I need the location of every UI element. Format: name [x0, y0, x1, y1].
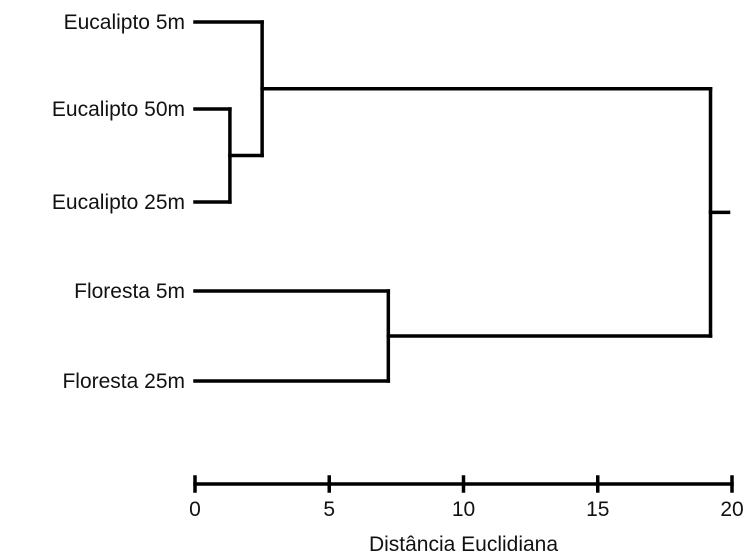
x-axis-title: Distância Euclidiana — [369, 533, 558, 556]
x-tick-label: 15 — [586, 498, 609, 521]
leaf-labels: Eucalipto 5m Eucalipto 50m Eucalipto 25m Fl… — [52, 11, 185, 393]
leaf-label: Floresta 5m — [74, 280, 185, 303]
leaf-label: Floresta 25m — [62, 370, 185, 393]
x-tick-label: 10 — [452, 498, 475, 521]
leaf-label: Eucalipto 50m — [52, 98, 185, 121]
x-axis-ticks: 0 5 10 15 20 — [189, 475, 744, 521]
dendrogram-links — [193, 20, 731, 383]
leaf-label: Eucalipto 25m — [52, 191, 185, 214]
x-tick-label: 20 — [720, 498, 743, 521]
leaf-label: Eucalipto 5m — [64, 11, 185, 34]
x-axis: 0 5 10 15 20 — [189, 475, 744, 521]
x-tick-label: 0 — [189, 498, 201, 521]
x-tick-label: 5 — [323, 498, 335, 521]
